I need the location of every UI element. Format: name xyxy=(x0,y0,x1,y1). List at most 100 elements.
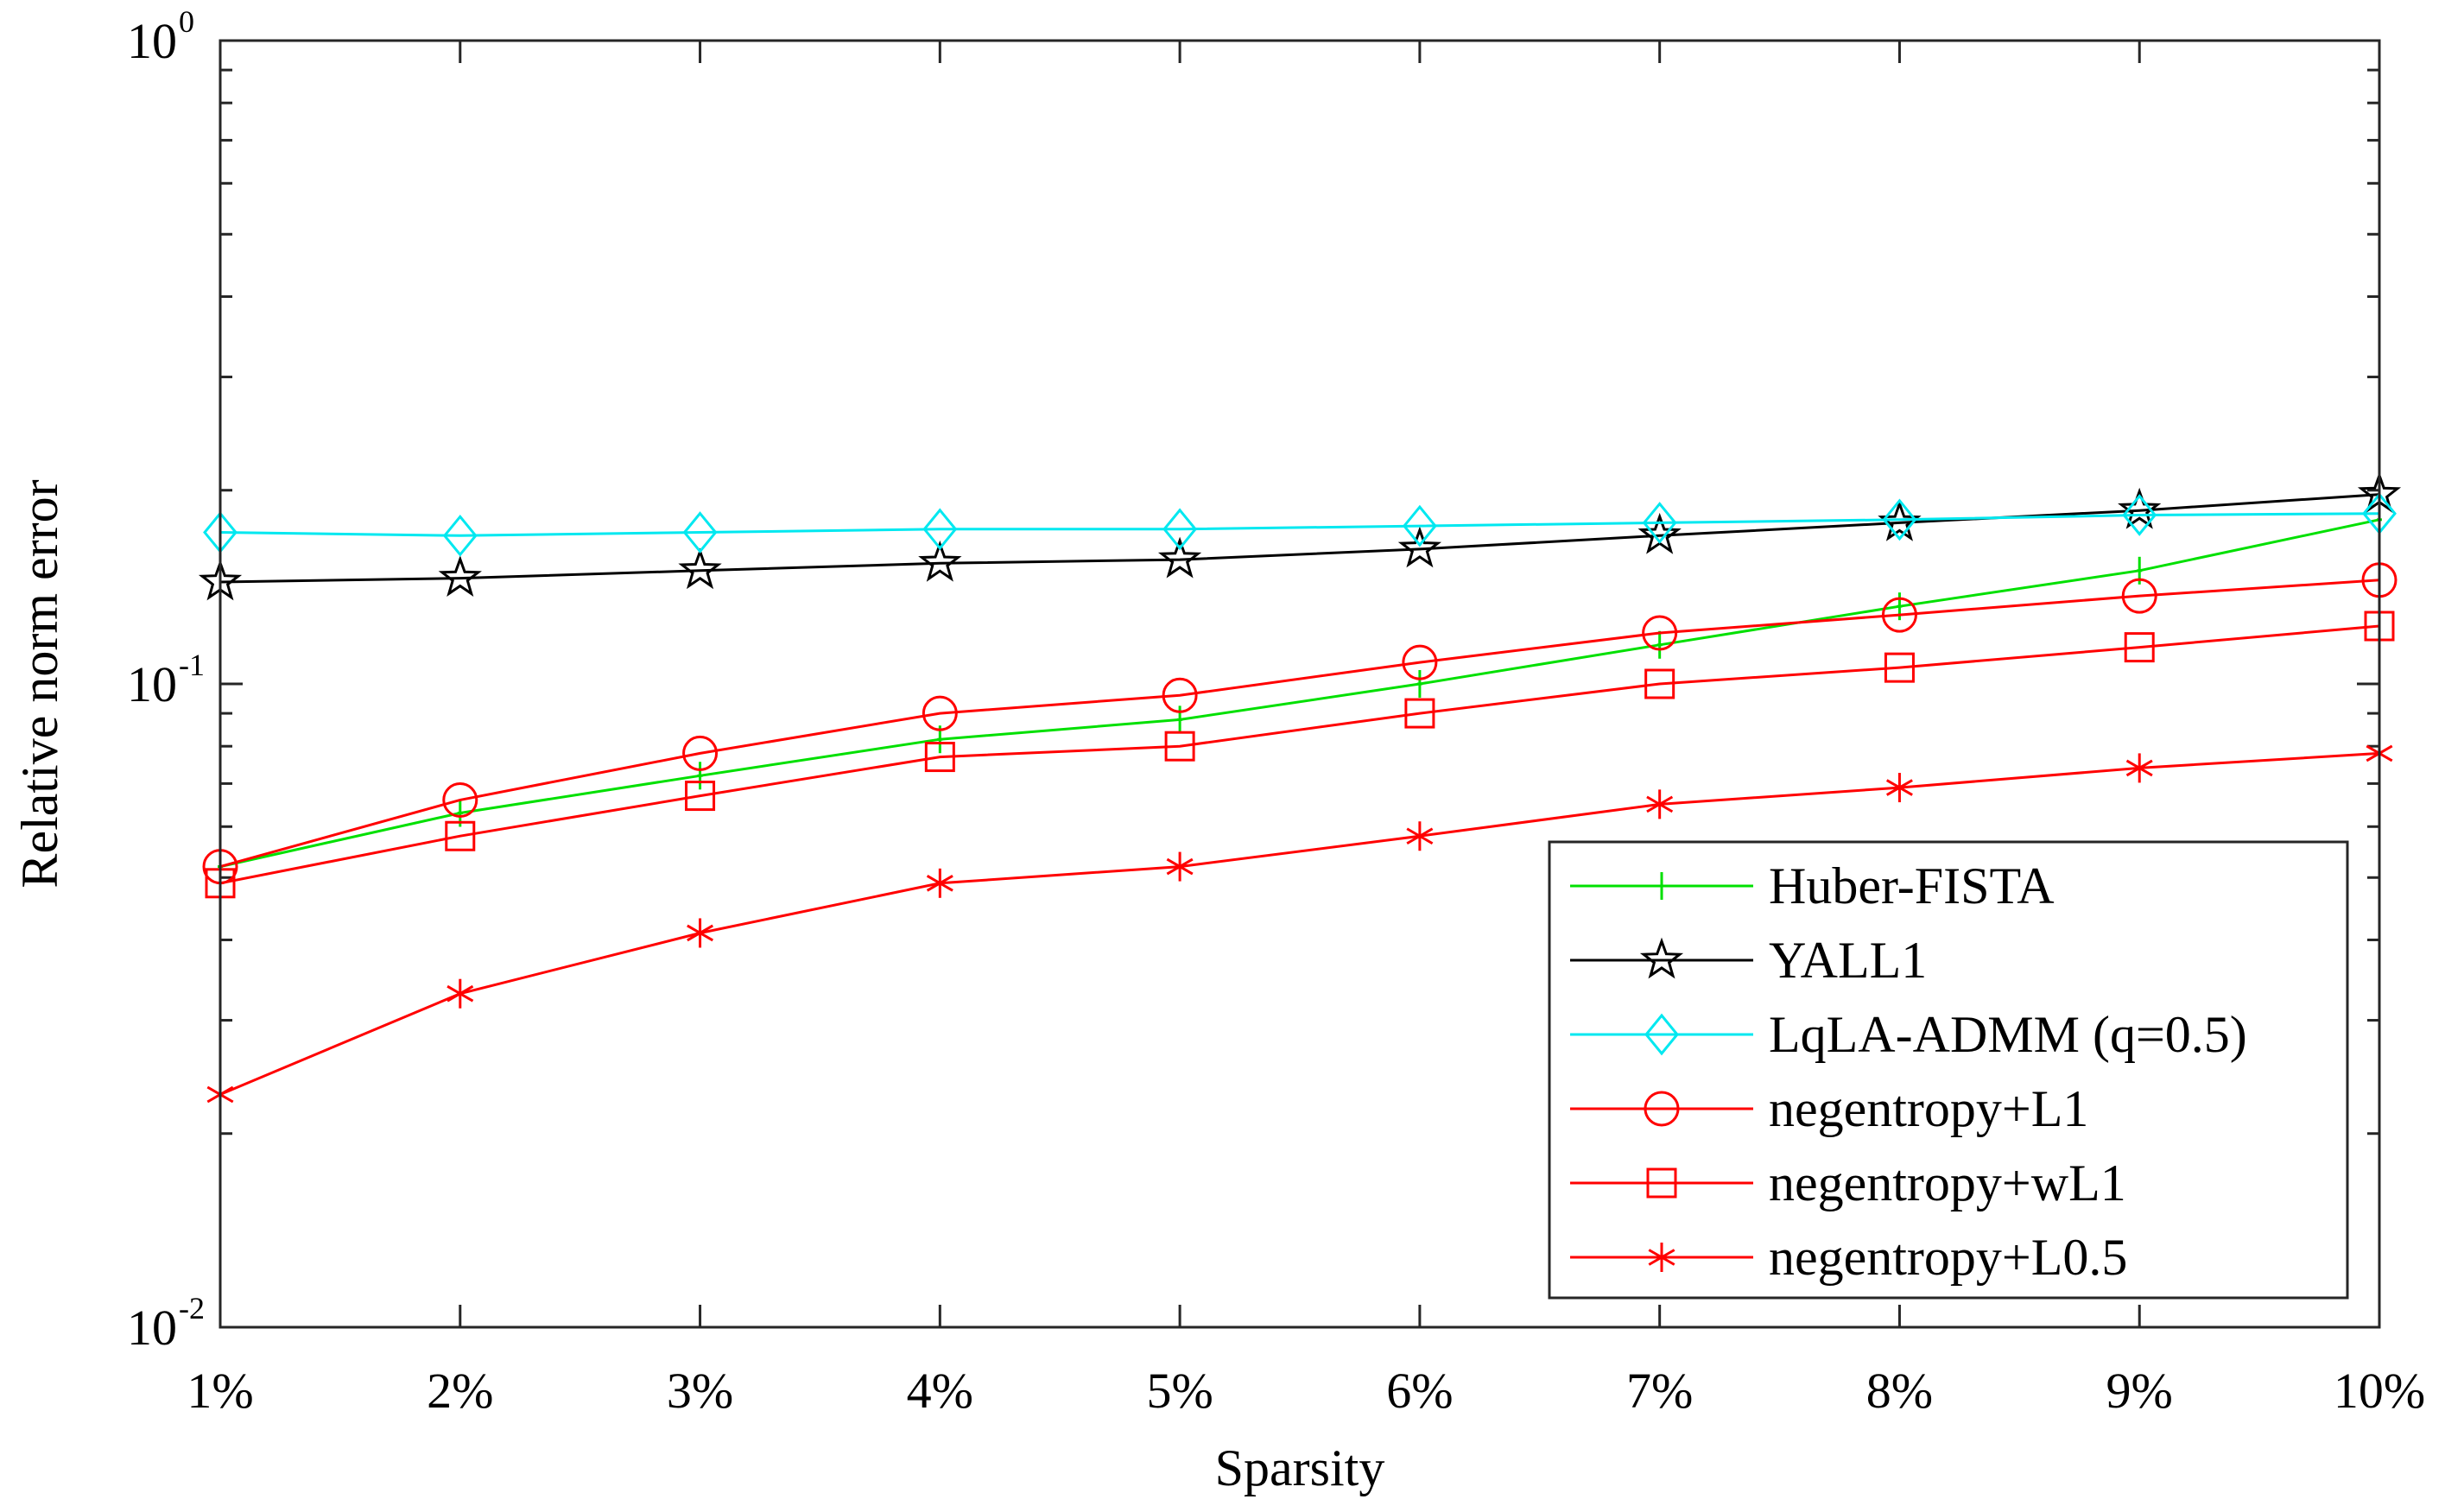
asterisk-stroke xyxy=(926,875,953,892)
data-point xyxy=(1404,698,1435,729)
series-negentropy-l1 xyxy=(202,562,2397,885)
data-point xyxy=(2124,632,2155,663)
series-line xyxy=(219,579,2380,869)
data-point xyxy=(1639,937,1684,979)
y-tick-label-exponent: -2 xyxy=(179,1291,205,1325)
asterisk-stroke xyxy=(2125,759,2153,777)
data-point xyxy=(438,555,482,597)
series-lqla-admm-q-0-5- xyxy=(203,492,2397,557)
data-point xyxy=(1656,630,1663,659)
series-line xyxy=(219,624,2380,885)
data-point xyxy=(1885,773,1913,803)
data-point xyxy=(678,547,722,590)
data-point xyxy=(1166,851,1194,882)
data-point xyxy=(918,540,962,582)
legend-box xyxy=(1548,840,2349,1300)
data-point xyxy=(1644,1013,1679,1056)
data-point xyxy=(1642,502,1677,544)
series-line xyxy=(219,518,2380,869)
data-point xyxy=(685,781,716,812)
data-point xyxy=(447,978,474,1009)
data-point xyxy=(2118,487,2162,529)
y-tick-label-base: 10 xyxy=(127,1300,177,1356)
legend-label: Huber-FISTA xyxy=(1769,857,2055,914)
data-point xyxy=(682,735,719,771)
data-point xyxy=(1646,1167,1677,1199)
data-point xyxy=(1659,872,1664,900)
data-point xyxy=(682,511,718,554)
data-point xyxy=(1177,705,1183,734)
data-point xyxy=(2121,578,2157,614)
x-tick-label: 5% xyxy=(1146,1363,1213,1419)
data-point xyxy=(1882,498,1917,541)
data-point xyxy=(1881,597,1917,633)
data-point xyxy=(1644,1091,1680,1127)
legend-label: negentropy+wL1 xyxy=(1769,1155,2126,1211)
y-tick-label: 10 -2 xyxy=(127,1291,205,1356)
asterisk-stroke xyxy=(1885,779,1913,796)
x-tick-label: 10% xyxy=(2334,1363,2425,1419)
data-point xyxy=(1648,1243,1675,1272)
y-tick-label-exponent: 0 xyxy=(179,4,194,39)
data-point xyxy=(1642,615,1678,651)
data-point xyxy=(924,742,955,773)
legend-label: negentropy+L0.5 xyxy=(1769,1229,2127,1286)
data-point xyxy=(445,820,476,851)
y-axis-label: Relative norm error xyxy=(11,479,68,888)
data-point xyxy=(922,508,958,551)
legend-label: YALL1 xyxy=(1769,932,1927,989)
x-tick-label: 6% xyxy=(1386,1363,1453,1419)
legend-entry: negentropy+L0.5 xyxy=(1570,1229,2127,1286)
x-tick-label: 8% xyxy=(1866,1363,1933,1419)
y-tick-label: 10 -1 xyxy=(127,648,205,712)
data-point xyxy=(1402,504,1437,547)
y-tick-label-base: 10 xyxy=(127,13,177,69)
data-point xyxy=(442,781,478,818)
x-tick-label: 1% xyxy=(187,1363,253,1419)
data-point xyxy=(922,695,958,731)
data-point xyxy=(1644,668,1675,699)
y-tick-label-base: 10 xyxy=(127,656,177,712)
data-point xyxy=(1397,526,1442,568)
data-point xyxy=(1646,789,1674,819)
data-point xyxy=(1402,644,1438,680)
x-axis-label: Sparsity xyxy=(1215,1439,1385,1496)
asterisk-stroke xyxy=(1648,1249,1675,1266)
legend-label: LqLA-ADMM (q=0.5) xyxy=(1769,1006,2247,1063)
asterisk-stroke xyxy=(447,984,474,1003)
legend-entry: negentropy+wL1 xyxy=(1570,1155,2126,1211)
data-point xyxy=(1884,652,1915,683)
series-line xyxy=(219,751,2380,1096)
data-point xyxy=(1162,677,1198,713)
series-line xyxy=(219,512,2380,537)
x-tick-label: 7% xyxy=(1626,1363,1693,1419)
series-layer xyxy=(198,471,2402,1110)
data-point xyxy=(1164,731,1195,762)
data-point xyxy=(442,514,478,557)
data-point xyxy=(1162,508,1198,551)
data-point xyxy=(926,868,953,898)
plot-frame xyxy=(219,39,2381,1329)
asterisk-stroke xyxy=(1406,827,1434,845)
x-tick-label: 9% xyxy=(2106,1363,2173,1419)
y-tick-label: 10 0 xyxy=(127,4,194,69)
x-tick-label: 4% xyxy=(907,1363,973,1419)
asterisk-stroke xyxy=(1646,795,1674,813)
data-point xyxy=(2125,753,2153,783)
data-point xyxy=(1157,536,1202,579)
data-point xyxy=(1416,670,1422,698)
y-tick-label-exponent: -1 xyxy=(179,648,205,682)
legend-entry: negentropy+L1 xyxy=(1570,1080,2088,1137)
legend-entry: LqLA-ADMM (q=0.5) xyxy=(1570,1006,2247,1063)
legend-entry: Huber-FISTA xyxy=(1570,857,2055,914)
data-point xyxy=(697,762,703,790)
legend-label: negentropy+L1 xyxy=(1769,1080,2088,1137)
asterisk-stroke xyxy=(687,924,714,942)
x-tick-label: 3% xyxy=(667,1363,733,1419)
legend: Huber-FISTA YALL1 LqLA-ADMM (q=0.5) negentr… xyxy=(1548,840,2349,1300)
legend-entry: YALL1 xyxy=(1570,932,1927,989)
legend-entries: Huber-FISTA YALL1 LqLA-ADMM (q=0.5) negentr… xyxy=(1570,857,2247,1286)
data-point xyxy=(1406,821,1434,851)
